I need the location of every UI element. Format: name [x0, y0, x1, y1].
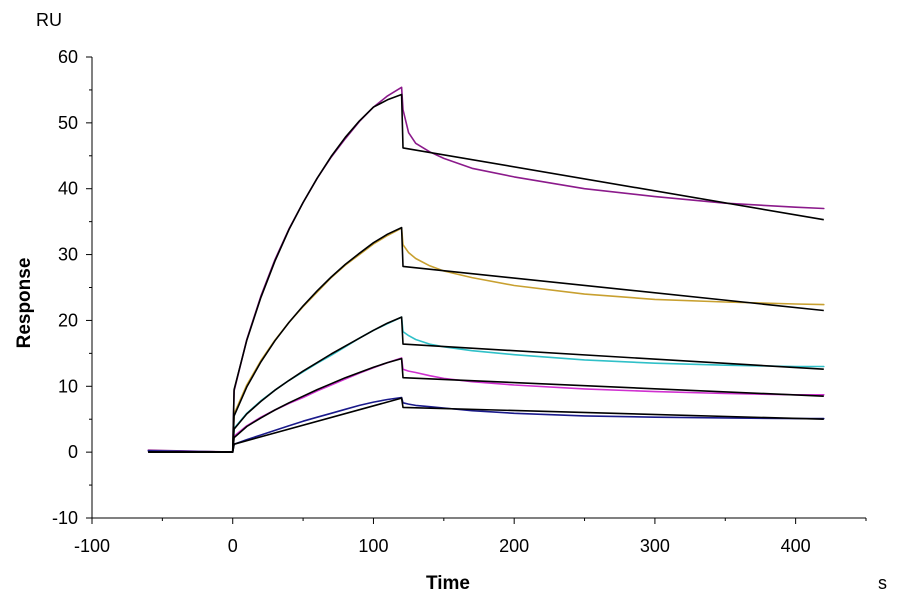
x-unit-label: s — [878, 573, 887, 593]
y-axis-title: Response — [14, 258, 35, 349]
x-tick-label: 0 — [228, 536, 238, 556]
x-tick-label: 200 — [499, 536, 529, 556]
y-tick-label: 10 — [58, 376, 78, 396]
y-tick-label: 40 — [58, 179, 78, 199]
y-axis-ticks: -10 0 10 20 30 40 50 60 — [52, 47, 92, 528]
response-curve-3 — [147, 316, 825, 453]
response-curves — [147, 86, 825, 453]
y-tick-label: -10 — [52, 508, 78, 528]
x-tick-label: 400 — [781, 536, 811, 556]
fit-curve-4 — [148, 357, 824, 453]
y-tick-label: 30 — [58, 245, 78, 265]
x-tick-label: 300 — [640, 536, 670, 556]
x-tick-label: -100 — [74, 536, 110, 556]
y-tick-label: 0 — [68, 442, 78, 462]
y-tick-label: 20 — [58, 310, 78, 330]
fit-curve-3 — [148, 316, 824, 453]
x-axis-ticks: -100 0 100 200 300 400 — [74, 518, 867, 556]
x-tick-label: 100 — [358, 536, 388, 556]
fit-curve-1 — [148, 93, 824, 453]
fit-curve-2 — [148, 226, 824, 453]
x-axis-title: Time — [426, 573, 470, 594]
response-curve-5 — [147, 396, 825, 453]
fit-curve-5 — [148, 397, 824, 453]
y-tick-label: 50 — [58, 113, 78, 133]
y-tick-label: 60 — [58, 47, 78, 67]
response-curve-1 — [147, 86, 825, 453]
y-unit-label: RU — [36, 10, 62, 30]
fit-curves — [148, 93, 824, 453]
